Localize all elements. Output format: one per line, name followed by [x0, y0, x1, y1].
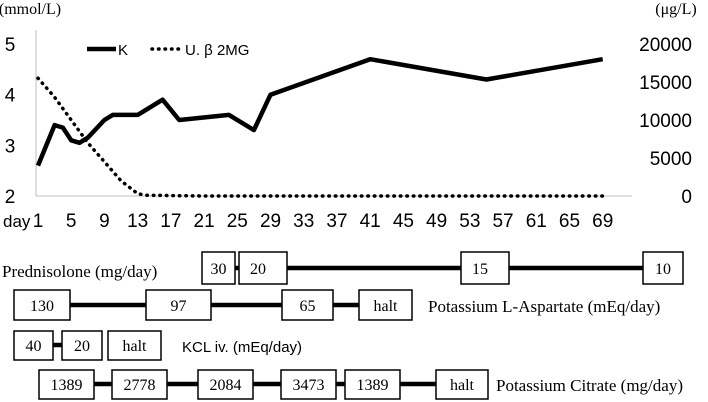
- x-axis-tick-label: 1: [33, 211, 44, 232]
- left-axis-tick-label: 5: [5, 35, 16, 56]
- right-axis-tick-labels: 0 5000 10000 15000 20000: [639, 35, 692, 208]
- x-axis-tick-label: 21: [194, 211, 215, 232]
- citrate-dose-box: [280, 369, 337, 400]
- aspartate-dose-box: [145, 289, 212, 321]
- kcl-dose: halt: [123, 338, 148, 355]
- x-axis-tick-label: 61: [526, 211, 547, 232]
- left-axis-tick-label: 3: [5, 136, 16, 157]
- kcl-dose-box: [107, 330, 162, 361]
- series-b2mg-line: [36, 76, 605, 198]
- aspartate-row: 130 97 65 halt Potassium L-Aspartate (mE…: [13, 289, 660, 321]
- x-axis-tick-label: 57: [492, 211, 513, 232]
- citrate-dose: halt: [450, 377, 475, 394]
- right-axis-tick-label: 10000: [639, 111, 692, 132]
- legend-k-label: K: [118, 42, 128, 59]
- aspartate-dose-box: [13, 289, 71, 321]
- right-axis-tick-label: 0: [681, 187, 692, 208]
- aspartate-dose: halt: [374, 298, 399, 315]
- right-axis-tick-label: 5000: [650, 149, 692, 170]
- prednisolone-dose: 20: [250, 261, 266, 278]
- prednisolone-dose: 30: [211, 261, 227, 278]
- x-axis-tick-label: 53: [459, 211, 480, 232]
- prednisolone-label: Prednisolone (mg/day): [2, 262, 157, 281]
- citrate-dose: 1389: [357, 377, 389, 394]
- citrate-dose-box: [344, 369, 401, 400]
- citrate-dose-box: [111, 369, 168, 400]
- series-k-line: [35, 56, 604, 167]
- citrate-row: 1389 2778 2084 3473 1389 halt Potassium …: [38, 369, 683, 400]
- x-axis-tick-label: 37: [326, 211, 347, 232]
- kcl-dose: 40: [26, 338, 42, 355]
- x-axis-tick-label: 33: [293, 211, 314, 232]
- citrate-dose-box: [435, 369, 489, 400]
- kcl-dose: 20: [74, 338, 90, 355]
- citrate-dose: 1389: [51, 377, 83, 394]
- aspartate-label: Potassium L-Aspartate (mEq/day): [428, 297, 660, 316]
- right-axis-tick-label: 15000: [639, 73, 692, 94]
- x-axis-tick-label: 65: [559, 211, 580, 232]
- x-axis-tick-label: 45: [393, 211, 414, 232]
- x-axis-tick-label: 49: [426, 211, 447, 232]
- prednisolone-dose: 15: [472, 261, 488, 278]
- aspartate-dose-box: [358, 289, 413, 321]
- legend-b2mg-label: U. β 2MG: [185, 42, 249, 59]
- right-axis-unit: (μg/L): [655, 1, 696, 18]
- prednisolone-dose-box: [460, 251, 510, 285]
- citrate-dose: 2778: [124, 377, 156, 394]
- kcl-dose-box: [61, 330, 103, 361]
- x-axis-tick-labels: 1 5 9 13 17 21 25 29 33 37 41 45 49 53 57 61 65 69: [33, 211, 614, 232]
- aspartate-dose: 130: [30, 298, 54, 315]
- legend: K U. β 2MG: [87, 42, 249, 59]
- citrate-label: Potassium Citrate (mg/day): [496, 376, 683, 395]
- left-axis-tick-labels: 2 3 4 5: [5, 35, 16, 208]
- right-axis-tick-label: 20000: [639, 35, 692, 56]
- x-axis-tick-label: 41: [360, 211, 381, 232]
- kcl-dose-box: [13, 330, 54, 361]
- x-axis-tick-label: 17: [160, 211, 181, 232]
- citrate-dose: 3473: [293, 377, 325, 394]
- x-axis-tick-label: 25: [227, 211, 248, 232]
- left-axis-tick-label: 2: [5, 187, 16, 208]
- x-axis-tick-label: 13: [127, 211, 148, 232]
- left-axis-unit: (mmol/L): [0, 1, 61, 18]
- citrate-dose: 2084: [210, 377, 242, 394]
- prednisolone-dose: 10: [655, 261, 671, 278]
- aspartate-dose: 65: [300, 298, 316, 315]
- x-axis-tick-label: 9: [99, 211, 110, 232]
- citrate-dose-box: [197, 369, 254, 400]
- prednisolone-dose-box: [238, 251, 288, 285]
- kcl-label: KCL iv. (mEq/day): [182, 339, 302, 356]
- x-axis-tick-label: 29: [260, 211, 281, 232]
- aspartate-dose: 97: [171, 298, 187, 315]
- kcl-row: 40 20 halt KCL iv. (mEq/day): [13, 330, 302, 361]
- x-axis-tick-label: 69: [592, 211, 613, 232]
- x-axis-tick-label: 5: [66, 211, 77, 232]
- left-axis-tick-label: 4: [5, 86, 16, 107]
- citrate-dose-box: [38, 369, 95, 400]
- aspartate-dose-box: [281, 289, 334, 321]
- prednisolone-row: Prednisolone (mg/day) 30 20 15 10: [2, 251, 684, 285]
- prednisolone-dose-box: [642, 251, 684, 285]
- prednisolone-dose-box: [201, 251, 236, 285]
- x-axis-prefix: day: [3, 212, 31, 231]
